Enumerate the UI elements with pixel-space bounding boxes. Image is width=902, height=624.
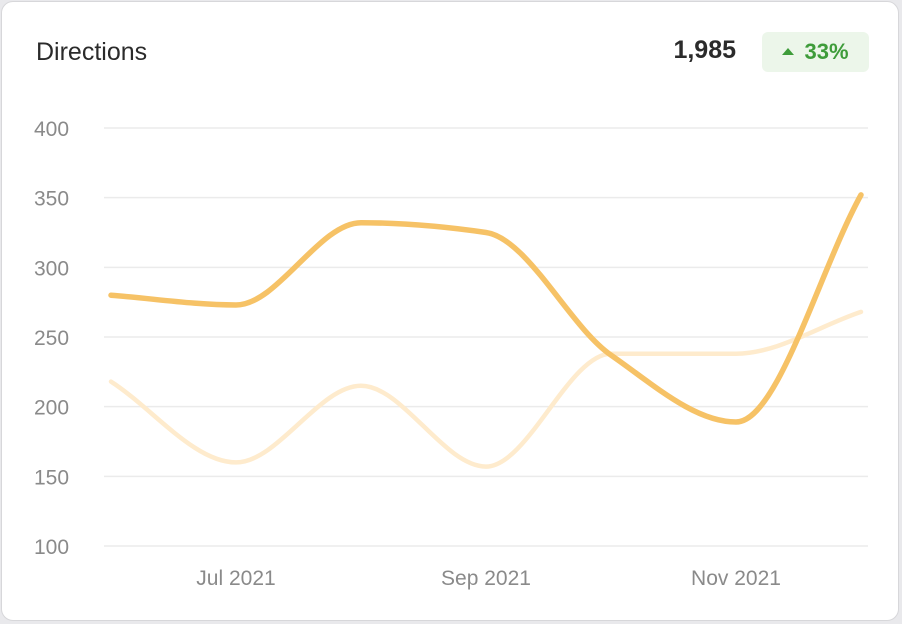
triangle-up-icon <box>782 48 795 55</box>
card-title: Directions <box>36 38 148 66</box>
y-axis-ticks: 100 150 200 250 300 350 400 <box>34 118 69 559</box>
y-tick-label: 250 <box>34 327 69 350</box>
y-tick-label: 100 <box>34 536 69 559</box>
change-value: 33% <box>804 39 849 64</box>
series-lines <box>108 192 864 469</box>
y-tick-label: 150 <box>34 466 69 489</box>
series-line-previous <box>108 309 864 469</box>
series-line-current <box>108 192 864 425</box>
y-tick-label: 350 <box>34 188 69 211</box>
y-tick-label: 200 <box>34 397 69 420</box>
y-tick-label: 300 <box>34 257 69 280</box>
y-tick-label: 400 <box>34 118 69 141</box>
total-value: 1,985 <box>673 36 736 64</box>
change-badge: 33% <box>762 32 869 72</box>
x-axis-ticks: Jul 2021 Sep 2021 Nov 2021 <box>196 567 781 590</box>
x-tick-label: Sep 2021 <box>441 567 531 590</box>
grid-lines <box>104 127 868 547</box>
x-tick-label: Nov 2021 <box>691 567 781 590</box>
x-tick-label: Jul 2021 <box>196 567 275 590</box>
